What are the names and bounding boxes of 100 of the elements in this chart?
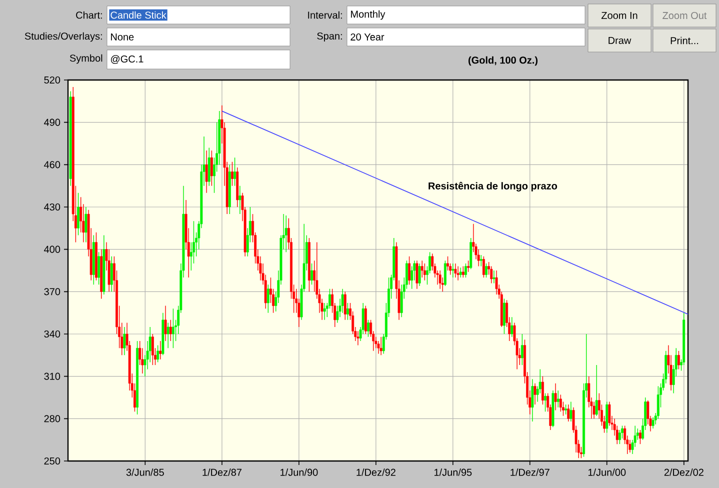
x-tick-label: 1/Dez/92: [356, 468, 396, 476]
candlestick: [323, 302, 326, 320]
x-tick-label: 1/Dez/87: [202, 468, 242, 476]
y-tick-label: 280: [44, 415, 60, 422]
candlestick: [110, 256, 113, 292]
candlestick: [408, 256, 411, 285]
text: Zoom Out: [662, 12, 707, 20]
candlestick: [416, 260, 418, 290]
candlestick: [606, 401, 608, 434]
candlestick: [420, 260, 424, 278]
text: Symbol: [70, 54, 102, 64]
candlestick: [492, 270, 496, 284]
candlestick: [366, 320, 370, 338]
candlestick: [205, 150, 208, 194]
text: @GC.1: [110, 55, 144, 64]
candlestick: [77, 192, 80, 236]
candlestick: [462, 266, 464, 278]
candlestick: [638, 430, 642, 444]
chart-title: (Gold, 100 Oz.): [468, 56, 538, 66]
candlestick: [534, 383, 536, 405]
candlestick: [544, 392, 547, 412]
candlestick: [98, 252, 100, 285]
candlestick: [502, 298, 506, 334]
candlestick: [377, 340, 380, 354]
candlestick: [456, 266, 460, 281]
x-tick-label: 3/Jun/85: [126, 468, 164, 476]
candlestick: [169, 320, 172, 342]
candlestick: [608, 401, 611, 426]
candlestick: [438, 270, 442, 290]
candlestick: [423, 263, 426, 281]
x-tick-label: 2/Dez/02: [664, 468, 704, 476]
candlestick: [454, 263, 457, 278]
candlestick: [380, 336, 382, 356]
candlestick: [284, 215, 288, 253]
candlestick: [564, 404, 568, 415]
candlestick: [208, 147, 210, 186]
candlestick: [341, 288, 344, 314]
candlestick: [531, 378, 534, 422]
y-tick-label: 370: [44, 288, 60, 296]
candlestick: [172, 308, 174, 348]
annotation: Resistência de longo prazo: [428, 182, 558, 192]
candlestick: [510, 316, 514, 338]
candlestick: [364, 305, 367, 334]
y-tick-label: 490: [44, 118, 60, 126]
x-tick-label: 1/Jun/95: [434, 468, 472, 476]
text: Zoom In: [601, 12, 638, 19]
candlestick: [495, 270, 498, 295]
candlestick: [554, 383, 557, 411]
candlestick: [541, 376, 544, 405]
candlestick: [159, 340, 162, 360]
text: Interval:: [308, 11, 342, 19]
x-tick-label: 1/Jun/90: [280, 468, 318, 476]
text: Span:: [317, 32, 342, 42]
x-tick-label: 1/Jun/00: [588, 468, 626, 476]
candlestick: [452, 263, 454, 278]
y-tick-label: 460: [44, 161, 60, 168]
text: 20 Year: [350, 33, 384, 41]
candlestick: [166, 322, 170, 348]
candlestick: [520, 334, 524, 366]
candlestick: [592, 401, 596, 420]
candlestick: [628, 439, 632, 453]
candlestick: [151, 334, 154, 366]
candlestick: [310, 263, 313, 285]
candlestick: [480, 254, 482, 267]
candlestick: [84, 206, 88, 243]
candlestick: [444, 260, 446, 286]
candlestick: [482, 256, 485, 278]
candlestick: [556, 390, 560, 408]
text: None: [111, 34, 134, 40]
candlestick: [459, 267, 462, 278]
candlestick: [595, 364, 598, 416]
candlestick: [266, 284, 270, 314]
text: Draw: [608, 37, 632, 44]
candlestick: [356, 330, 360, 346]
candlestick: [464, 263, 467, 278]
candlestick: [570, 401, 572, 422]
text: Candle Stick: [110, 11, 166, 19]
candlestick: [677, 350, 680, 370]
y-tick-label: 520: [44, 76, 60, 84]
candlestick: [156, 344, 160, 363]
candlestick: [238, 185, 242, 214]
y-tick-label: 400: [44, 246, 60, 253]
candlestick: [234, 157, 236, 186]
text: Monthly: [351, 10, 386, 20]
candlestick: [344, 291, 346, 320]
candlestick: [652, 416, 654, 429]
candlestick: [559, 394, 562, 412]
candlestick: [210, 150, 213, 186]
candlestick: [467, 260, 470, 272]
text: Studies/Overlays:: [24, 32, 102, 42]
candlestick: [346, 302, 349, 320]
candlestick: [485, 263, 488, 278]
candlestick: [618, 430, 621, 444]
x-tick-label: 1/Dez/97: [510, 468, 550, 476]
y-tick-label: 430: [44, 203, 60, 211]
text: Chart:: [76, 11, 102, 19]
y-tick-label: 250: [44, 457, 60, 465]
candlestick: [446, 256, 449, 271]
candlestick: [164, 305, 167, 342]
y-tick-label: 310: [44, 372, 60, 380]
